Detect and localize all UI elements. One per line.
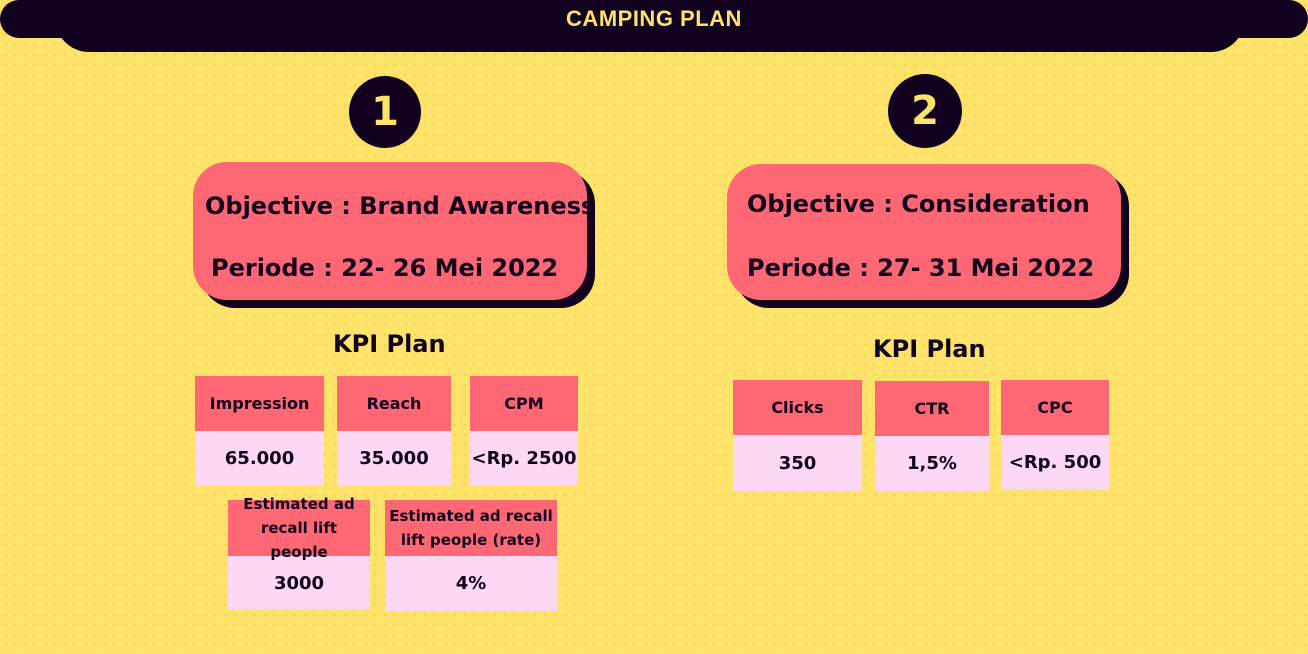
kpi-value: <Rp. 500 (1001, 435, 1109, 490)
kpi-ad-recall-rate: Estimated ad recall lift people (rate) 4… (385, 500, 557, 611)
kpi-label: CPC (1001, 380, 1109, 435)
objective-text-2: Objective : Consideration (747, 190, 1090, 218)
objective-card-1: Objective : Brand Awareness Periode : 22… (193, 162, 595, 300)
kpi-plan-title-2: KPI Plan (873, 335, 986, 363)
kpi-value: 3000 (228, 556, 370, 610)
objective-text-1: Objective : Brand Awareness (205, 192, 596, 220)
kpi-ctr: CTR 1,5% (875, 381, 989, 491)
plan-number-badge-2: 2 (888, 74, 962, 148)
kpi-value: 1,5% (875, 436, 989, 491)
periode-text-1: Periode : 22- 26 Mei 2022 (211, 254, 559, 282)
kpi-impression: Impression 65.000 (195, 376, 324, 486)
plan-number-badge-1: 1 (349, 76, 421, 148)
kpi-value: 350 (733, 435, 862, 491)
kpi-value: 35.000 (337, 431, 451, 486)
kpi-plan-title-1: KPI Plan (333, 330, 446, 358)
kpi-label: CTR (875, 381, 989, 436)
kpi-reach: Reach 35.000 (337, 376, 451, 486)
kpi-cpc: CPC <Rp. 500 (1001, 380, 1109, 490)
page-title: CAMPING PLAN (566, 6, 742, 31)
kpi-label: Estimated ad recall lift people (228, 495, 370, 561)
kpi-label: Estimated ad recall lift people (rate) (385, 500, 557, 556)
kpi-ad-recall-people: Estimated ad recall lift people 3000 (228, 495, 370, 610)
kpi-value: 65.000 (195, 431, 324, 486)
kpi-value: <Rp. 2500 (470, 431, 578, 486)
kpi-label: Impression (195, 376, 324, 431)
kpi-clicks: Clicks 350 (733, 380, 862, 491)
kpi-label: CPM (470, 376, 578, 431)
objective-card-2: Objective : Consideration Periode : 27- … (727, 164, 1121, 300)
kpi-value: 4% (385, 556, 557, 611)
kpi-label: Reach (337, 376, 451, 431)
kpi-label: Clicks (733, 380, 862, 435)
periode-text-2: Periode : 27- 31 Mei 2022 (747, 254, 1095, 282)
kpi-cpm: CPM <Rp. 2500 (470, 376, 578, 486)
title-bar: CAMPING PLAN (0, 0, 1308, 38)
